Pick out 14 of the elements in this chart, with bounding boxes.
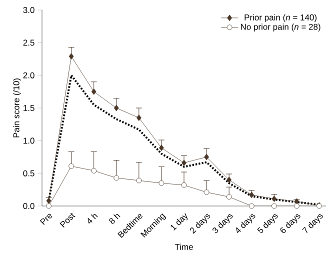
y-tick-label: 0.5	[23, 170, 34, 176]
y-tick-label: 0.0	[23, 202, 34, 210]
x-tick-label: 1 day	[170, 213, 188, 231]
y-tick-label: 1.5	[24, 105, 34, 111]
x-tick-label: 4 h	[88, 214, 98, 224]
y-tick-label: 1.0	[24, 138, 34, 144]
y-tick-label: 2.5	[23, 40, 34, 46]
y-axis-title: Pain score (/10)	[13, 78, 22, 138]
x-axis-title: Time	[174, 244, 193, 250]
y-tick-label: 3.0	[23, 6, 34, 14]
x-tick-label: Pre	[40, 214, 52, 225]
y-tick-label: 2.0	[23, 72, 34, 78]
legend-label: Prior pain (n = 140)	[244, 14, 316, 22]
legend-label: No prior pain (n = 28)	[240, 24, 320, 32]
